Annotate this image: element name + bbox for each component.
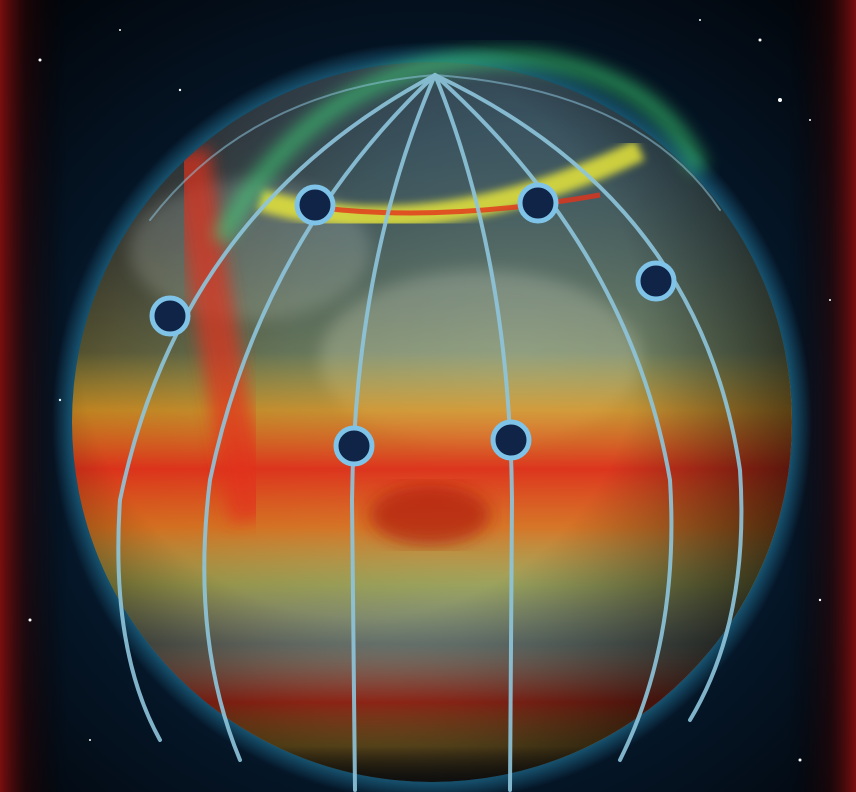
star (818, 598, 822, 602)
star (778, 98, 782, 102)
aurora-green (212, 49, 709, 245)
node (149, 295, 191, 337)
meridian (116, 73, 437, 742)
node (635, 260, 677, 302)
star (829, 299, 831, 301)
meridian (433, 73, 674, 762)
star (758, 38, 762, 42)
node (294, 184, 336, 226)
node (333, 425, 375, 467)
star (89, 739, 91, 741)
meridian (433, 73, 744, 722)
globe (72, 62, 792, 782)
node (490, 419, 532, 461)
star (119, 29, 121, 31)
globe-shading (72, 62, 792, 782)
node (517, 182, 559, 224)
star (178, 88, 182, 92)
stars (28, 19, 831, 762)
meridian (434, 74, 721, 211)
meridian (149, 74, 436, 221)
star (798, 758, 802, 762)
meridian (202, 73, 437, 762)
star (809, 119, 811, 121)
star (28, 618, 32, 622)
star (38, 58, 42, 62)
star (699, 19, 701, 21)
sensor-nodes (149, 182, 677, 467)
